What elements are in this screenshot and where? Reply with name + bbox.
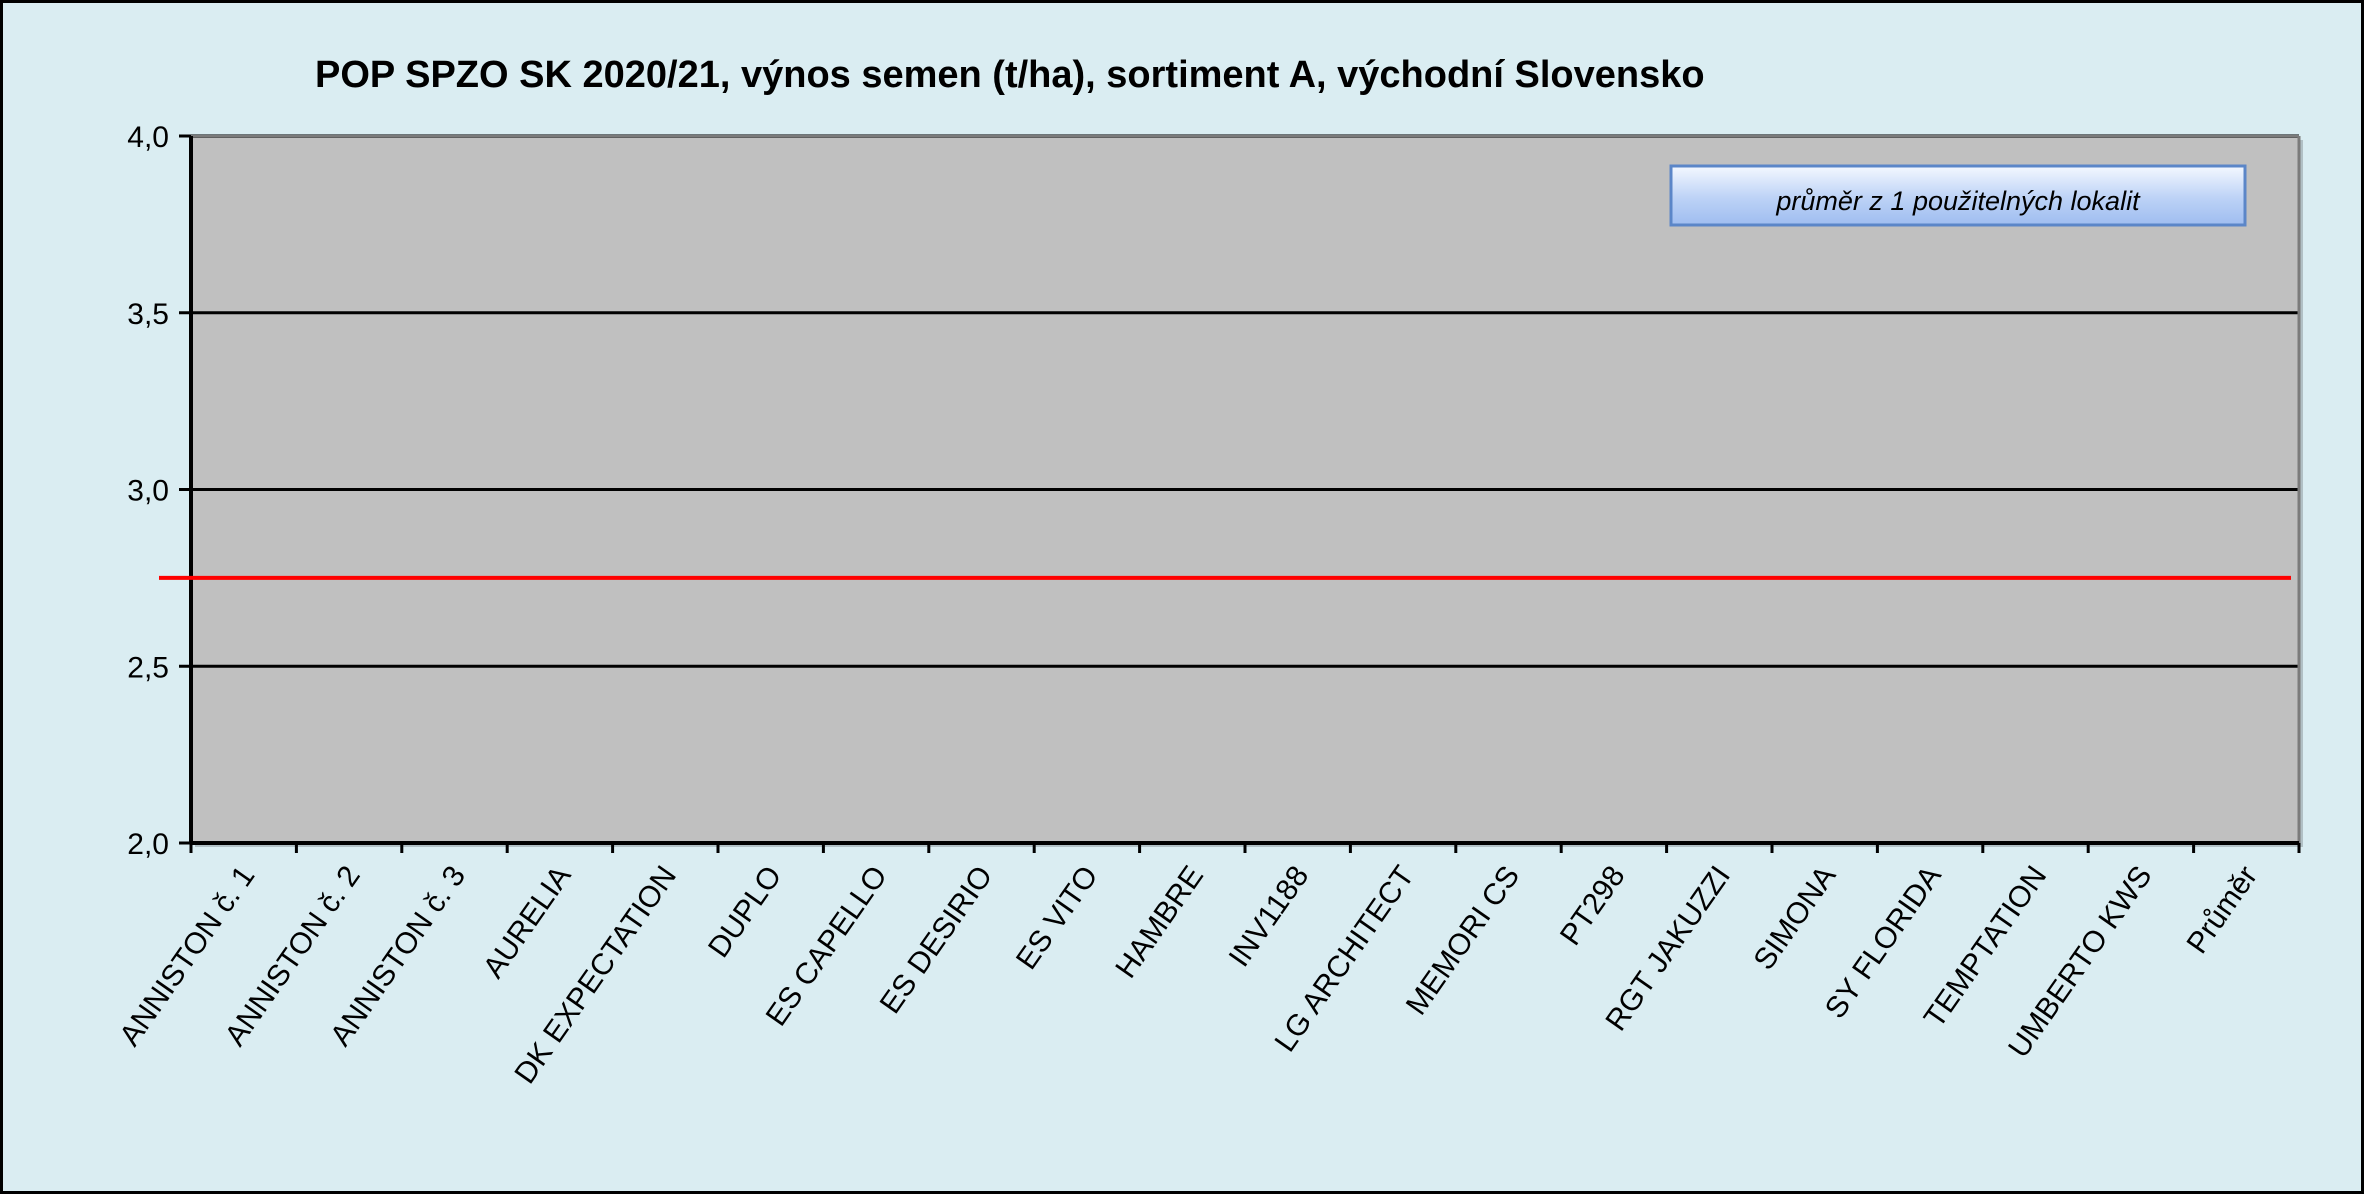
x-tick-label: ES VITO: [1010, 860, 1105, 975]
x-tick-label: DUPLO: [702, 860, 788, 964]
x-tick-label: ES DESIRIO: [874, 860, 1000, 1020]
y-tick-label: 2,5: [127, 651, 169, 684]
y-tick-label: 2,0: [127, 828, 169, 861]
legend: průměr z 1 použitelných lokalit: [1669, 164, 2247, 227]
legend-label: průměr z 1 použitelných lokalit: [1775, 186, 2141, 216]
x-tick-label: SIMONA: [1748, 860, 1843, 976]
x-tick-label: HAMBRE: [1109, 860, 1210, 984]
chart-title: POP SPZO SK 2020/21, výnos semen (t/ha),…: [315, 54, 1705, 96]
x-tick-label: AURELIA: [477, 860, 578, 984]
y-tick-label: 3,0: [127, 475, 169, 508]
x-tick-label: Průměr: [2181, 860, 2264, 959]
chart: POP SPZO SK 2020/21, výnos semen (t/ha),…: [113, 54, 2303, 1090]
x-tick-label: PT298: [1554, 860, 1632, 951]
y-tick-label: 3,5: [127, 298, 169, 331]
y-tick-label: 4,0: [127, 121, 169, 154]
x-tick-label: MEMORI CS: [1400, 860, 1526, 1021]
x-tick-label: INV1188: [1223, 860, 1316, 973]
